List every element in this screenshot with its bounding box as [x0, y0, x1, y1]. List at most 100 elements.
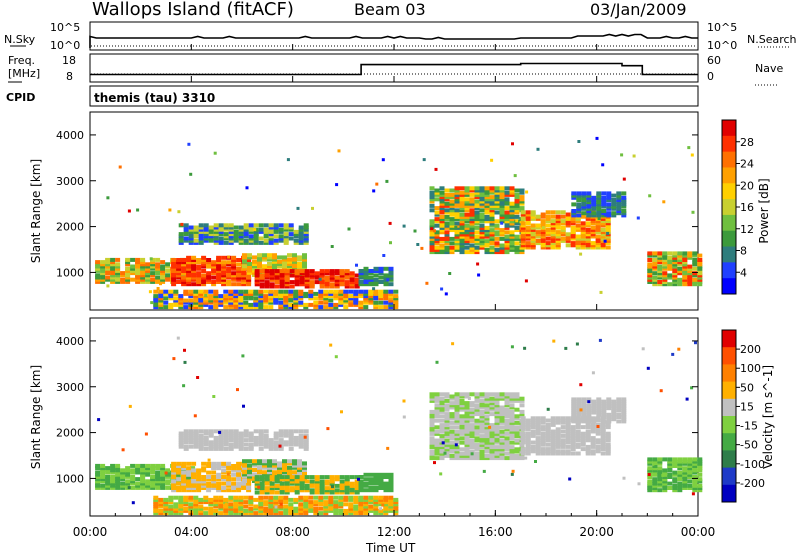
heatmap-cell: [677, 464, 683, 468]
heatmap-cell: [449, 228, 455, 233]
heatmap-cell: [672, 464, 678, 468]
heatmap-cell: [621, 191, 627, 196]
heatmap-cell: [439, 403, 445, 408]
heatmap-cell: [388, 298, 394, 303]
heatmap-cell: [282, 468, 287, 472]
heatmap-cell: [520, 230, 526, 235]
heatmap-cell: [191, 486, 197, 490]
heatmap-cell: [268, 300, 274, 305]
heatmap-cell: [444, 201, 450, 206]
heatmap-cell: [186, 481, 192, 486]
heatmap-cell: [221, 464, 227, 468]
heatmap-cell: [338, 502, 344, 507]
heatmap-cell: [514, 245, 520, 250]
heatmap-cell: [439, 225, 445, 230]
heatmap-cell: [203, 497, 209, 502]
heatmap-cell: [181, 488, 187, 493]
heatmap-cell: [216, 262, 222, 267]
heatmap-cell: [479, 214, 485, 219]
heatmap-cell: [499, 247, 505, 252]
heatmap-cell: [155, 466, 161, 471]
heatmap-cell: [165, 264, 171, 269]
heatmap-cell: [464, 442, 470, 447]
heatmap-cell: [581, 401, 587, 406]
heatmap-cell: [621, 200, 627, 205]
heatmap-cell: [504, 398, 510, 403]
heatmap-cell: [289, 284, 295, 289]
heatmap-cell: [294, 280, 300, 285]
heatmap-cell: [692, 461, 698, 466]
heatmap-cell: [324, 282, 330, 287]
heatmap-cell: [550, 429, 556, 434]
heatmap-cell: [484, 427, 490, 432]
heatmap-cell: [550, 221, 556, 226]
heatmap-cell: [441, 441, 445, 445]
heatmap-cell: [590, 221, 596, 226]
heatmap-cell: [283, 225, 289, 230]
heatmap-cell: [652, 264, 658, 269]
heatmap-cell: [444, 418, 450, 423]
heatmap-cell: [499, 197, 505, 202]
heatmap-cell: [353, 298, 359, 303]
heatmap-cell: [509, 188, 515, 193]
heatmap-cell: [233, 508, 239, 513]
heatmap-cell: [474, 214, 480, 219]
heatmap-cell: [571, 419, 577, 424]
heatmap-cell: [213, 508, 219, 513]
heatmap-cell: [228, 433, 234, 438]
heatmap-cell: [616, 401, 622, 406]
heatmap-cell: [110, 271, 116, 276]
heatmap-cell: [185, 477, 191, 482]
heatmap-cell: [228, 291, 234, 296]
colorbar-tick-label: 16: [740, 201, 754, 214]
heatmap-cell: [358, 294, 364, 299]
heatmap-cell: [489, 228, 495, 233]
heatmap-cell: [454, 201, 460, 206]
heatmap-cell: [105, 268, 111, 273]
heatmap-cell: [198, 236, 204, 241]
heatmap-cell: [535, 232, 541, 237]
heatmap-cell: [449, 401, 455, 406]
heatmap-cell: [373, 495, 379, 500]
heatmap-cell: [203, 225, 209, 230]
heatmap-cell: [248, 234, 254, 239]
heatmap-cell: [682, 468, 688, 473]
heatmap-cell: [264, 481, 270, 486]
heatmap-cell: [193, 229, 199, 234]
heatmap-cell: [228, 504, 234, 509]
heatmap-cell: [444, 427, 450, 432]
heatmap-cell: [494, 418, 500, 423]
heatmap-cell: [555, 449, 561, 454]
heatmap-cell: [682, 457, 688, 462]
heatmap-cell: [494, 190, 500, 195]
heatmap-cell: [469, 188, 475, 193]
heatmap-cell: [191, 262, 197, 267]
heatmap-cell: [248, 506, 254, 511]
heatmap-cell: [687, 483, 693, 488]
heatmap-cell: [246, 273, 252, 278]
heatmap-cell: [296, 206, 300, 210]
heatmap-cell: [555, 221, 561, 226]
heatmap-cell: [555, 438, 561, 443]
heatmap-cell: [434, 394, 440, 399]
heatmap-cell: [242, 472, 247, 477]
heatmap-cell: [368, 275, 374, 280]
heatmap-cell: [393, 296, 399, 301]
heatmap-cell: [499, 232, 505, 237]
heatmap-cell: [667, 475, 673, 479]
heatmap-cell: [190, 466, 196, 471]
heatmap-cell: [188, 232, 194, 237]
heatmap-cell: [494, 409, 500, 414]
heatmap-cell: [687, 479, 693, 484]
heatmap-cell: [459, 186, 465, 191]
heatmap-cell: [621, 213, 627, 218]
heatmap-cell: [454, 241, 460, 246]
heatmap-cell: [226, 275, 232, 280]
heatmap-cell: [279, 490, 285, 495]
heatmap-cell: [474, 245, 480, 250]
heatmap-cell: [193, 234, 199, 239]
heatmap-cell: [611, 193, 617, 198]
heatmap-cell: [308, 294, 314, 299]
heatmap-cell: [499, 250, 505, 255]
heatmap-cell: [130, 479, 136, 484]
